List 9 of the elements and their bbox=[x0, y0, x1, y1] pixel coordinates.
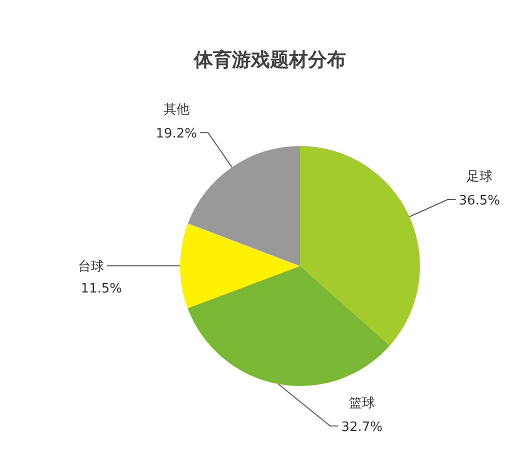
slice-label: 其他 bbox=[163, 102, 190, 118]
data-label: 19.2% bbox=[156, 126, 198, 142]
chart-title: 体育游戏题材分布 bbox=[193, 49, 346, 71]
slice-label: 足球 bbox=[466, 170, 492, 185]
data-label: 11.5% bbox=[80, 282, 122, 297]
slice-label: 台球 bbox=[78, 260, 104, 275]
slice-label: 篮球 bbox=[348, 396, 375, 412]
data-label: 36.5% bbox=[458, 194, 500, 209]
data-label: 32.7% bbox=[341, 420, 383, 436]
